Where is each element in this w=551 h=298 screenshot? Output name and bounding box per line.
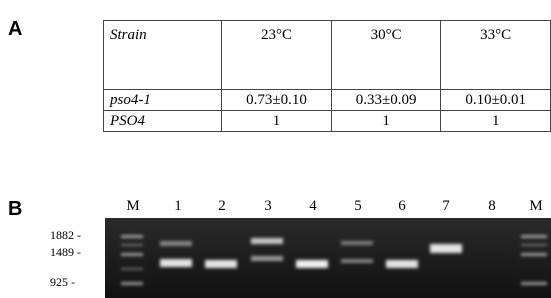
table-cell: 0.33±0.09 [331,90,441,111]
lane-label: M [529,198,542,215]
lane-label: M [126,198,139,215]
lane-label: 7 [442,198,450,215]
table-cell: pso4-1 [104,90,222,111]
header-cell: 30°C [331,21,441,90]
header-cell: 23°C [222,21,332,90]
size-marker: 1882 - [50,228,81,243]
lane-label: 4 [309,198,317,215]
lane-label: 6 [398,198,406,215]
table-cell: 0.73±0.10 [222,90,332,111]
table-cell: 0.10±0.01 [441,90,551,111]
page: A Strain 23°C 30°C 33°C pso4-1 0.73±0.10… [0,0,551,298]
size-marker: 1489 - [50,245,81,260]
header-cell: 33°C [441,21,551,90]
table-cell: 1 [222,111,332,132]
header-cell: Strain [104,21,222,90]
size-marker: 925 - [50,275,75,290]
panel-label: A [8,18,22,41]
lane-label: 8 [488,198,496,215]
lane-label: 5 [354,198,362,215]
table-cell: 1 [441,111,551,132]
table-cell: 1 [331,111,441,132]
panel-label: B [8,198,22,221]
lane-label: 1 [174,198,182,215]
lane-label: 2 [218,198,226,215]
table-cell: PSO4 [104,111,222,132]
lane-label: 3 [264,198,272,215]
gel-image [105,218,551,298]
data-table: Strain 23°C 30°C 33°C pso4-1 0.73±0.10 0… [103,20,551,132]
